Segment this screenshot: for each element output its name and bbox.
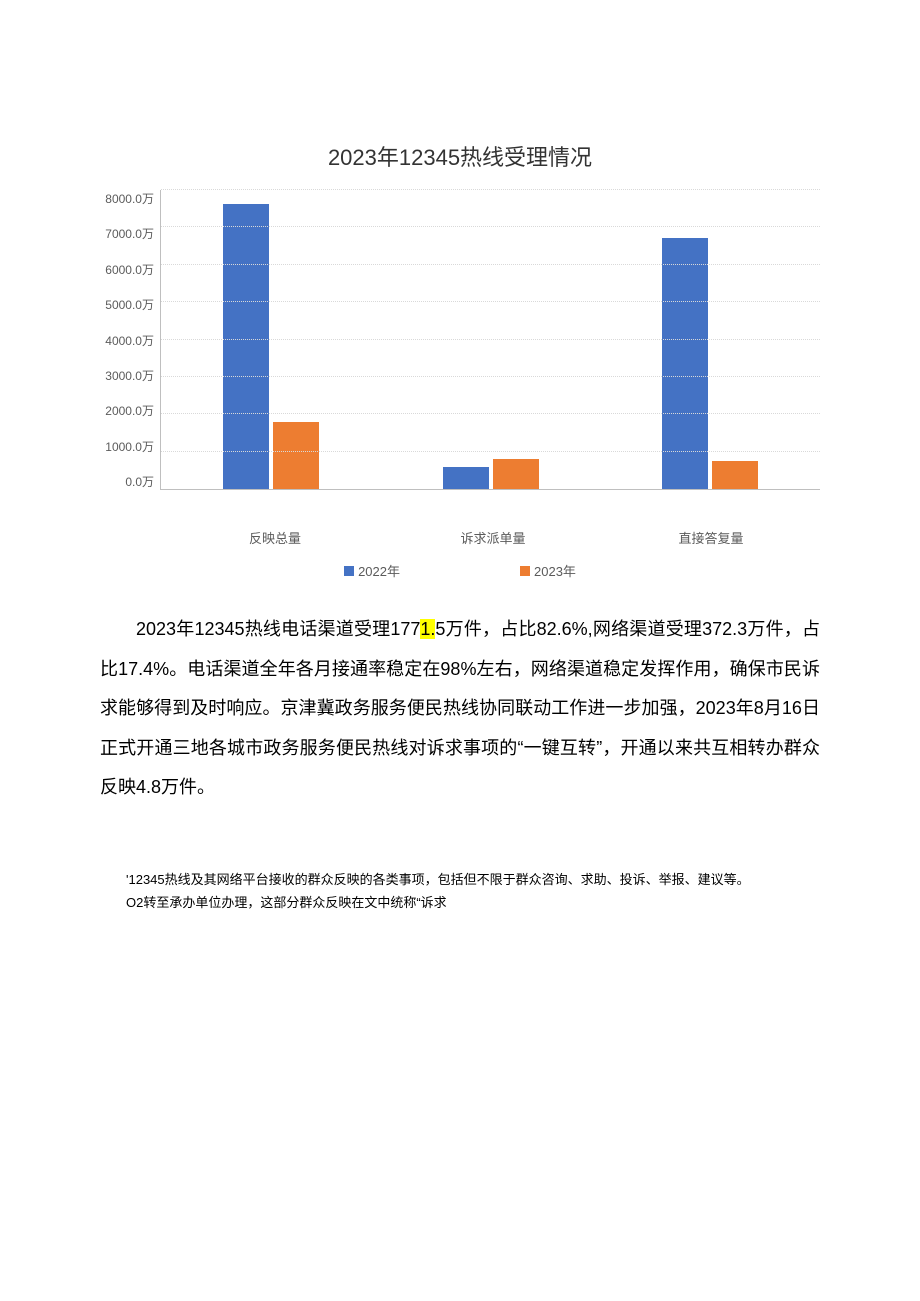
chart-body: 8000.0万 7000.0万 6000.0万 5000.0万 4000.0万 3000.… bbox=[100, 190, 820, 520]
gridline bbox=[161, 264, 820, 265]
x-tick-label: 直接答复量 bbox=[602, 520, 820, 547]
legend-swatch bbox=[344, 566, 354, 576]
y-tick-label: 1000.0万 bbox=[105, 438, 154, 455]
paragraph-highlight: 1. bbox=[420, 619, 435, 639]
gridline bbox=[161, 301, 820, 302]
bar-group bbox=[381, 190, 601, 489]
bar bbox=[493, 459, 539, 489]
y-tick-label: 8000.0万 bbox=[105, 190, 154, 207]
gridline bbox=[161, 376, 820, 377]
y-tick-label: 6000.0万 bbox=[105, 261, 154, 278]
legend-swatch bbox=[520, 566, 530, 576]
bar-group bbox=[161, 190, 381, 489]
legend-label: 2023年 bbox=[534, 561, 576, 580]
y-tick-label: 0.0万 bbox=[125, 473, 154, 490]
paragraph-pre: 2023年12345热线电话渠道受理177 bbox=[136, 619, 420, 639]
gridline bbox=[161, 226, 820, 227]
y-tick-label: 7000.0万 bbox=[105, 225, 154, 242]
chart-title: 2023年12345热线受理情况 bbox=[100, 140, 820, 172]
x-tick-label: 诉求派单量 bbox=[384, 520, 602, 547]
gridline bbox=[161, 413, 820, 414]
plot-area bbox=[160, 190, 820, 490]
y-tick-label: 2000.0万 bbox=[105, 402, 154, 419]
legend-label: 2022年 bbox=[358, 561, 400, 580]
body-paragraph: 2023年12345热线电话渠道受理1771.5万件，占比82.6%,网络渠道受… bbox=[100, 610, 820, 808]
footnotes: '12345热线及其网络平台接收的群众反映的各类事项，包括但不限于群众咨询、求助… bbox=[100, 868, 820, 915]
y-tick-label: 3000.0万 bbox=[105, 367, 154, 384]
x-tick-label: 反映总量 bbox=[166, 520, 384, 547]
gridline bbox=[161, 339, 820, 340]
y-axis: 8000.0万 7000.0万 6000.0万 5000.0万 4000.0万 3000.… bbox=[100, 190, 160, 490]
bar bbox=[273, 422, 319, 490]
bar bbox=[223, 204, 269, 489]
bar bbox=[712, 461, 758, 489]
gridline bbox=[161, 189, 820, 190]
bar bbox=[443, 467, 489, 490]
legend: 2022年 2023年 bbox=[100, 561, 820, 580]
legend-item: 2022年 bbox=[344, 561, 400, 580]
paragraph-post: 5万件，占比82.6%,网络渠道受理372.3万件，占比17.4%。电话渠道全年… bbox=[100, 619, 820, 797]
legend-item: 2023年 bbox=[520, 561, 576, 580]
x-axis: 反映总量诉求派单量直接答复量 bbox=[166, 520, 820, 547]
gridline bbox=[161, 451, 820, 452]
chart-container: 2023年12345热线受理情况 8000.0万 7000.0万 6000.0万 50… bbox=[100, 140, 820, 580]
y-tick-label: 4000.0万 bbox=[105, 332, 154, 349]
footnote-1: '12345热线及其网络平台接收的群众反映的各类事项，包括但不限于群众咨询、求助… bbox=[100, 868, 820, 891]
bar-group bbox=[600, 190, 820, 489]
bar-groups bbox=[161, 190, 820, 489]
y-tick-label: 5000.0万 bbox=[105, 296, 154, 313]
footnote-2: O2转至承办单位办理，这部分群众反映在文中统称“诉求 bbox=[100, 891, 820, 914]
